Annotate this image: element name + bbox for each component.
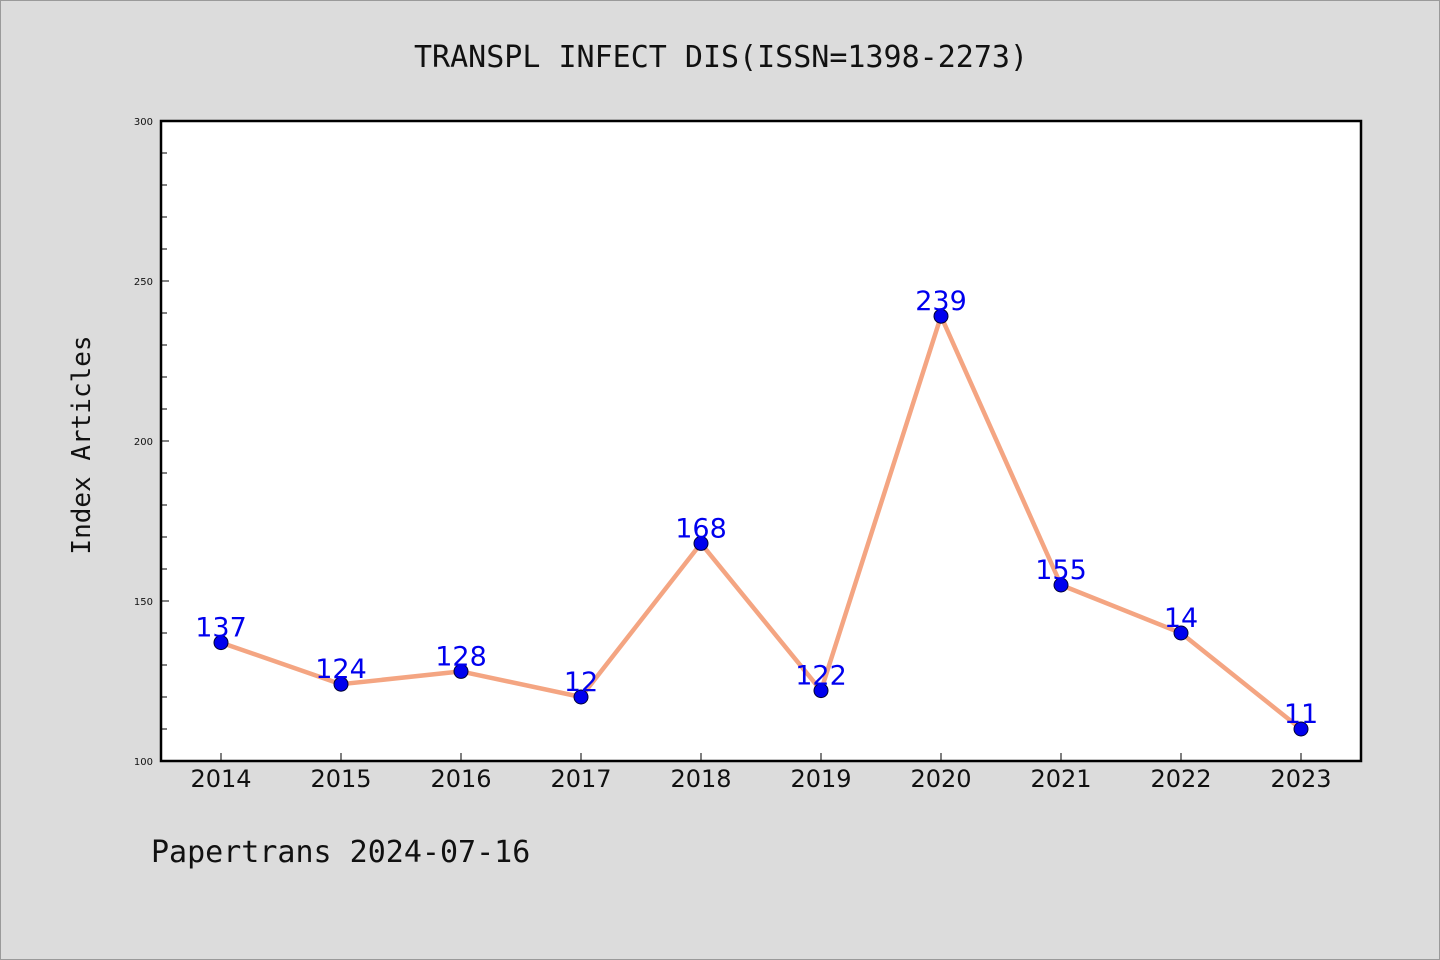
data-label: 239 <box>915 286 967 317</box>
y-axis-ticks: 100 150 200 250 300 <box>134 117 169 768</box>
x-tick-label: 2019 <box>790 765 851 793</box>
x-tick-label: 2016 <box>430 765 491 793</box>
data-point <box>1173 625 1189 641</box>
chart-title: TRANSPL INFECT DIS(ISSN=1398-2273) <box>414 40 1028 75</box>
data-point <box>1293 721 1309 737</box>
data-point <box>933 308 949 324</box>
y-axis-label: Index Articles <box>67 335 97 554</box>
data-labels: 137 124 128 12 168 122 239 155 14 11 <box>195 286 1318 730</box>
plot-area <box>159 119 1363 763</box>
data-point <box>453 663 469 679</box>
data-markers <box>213 308 1309 737</box>
data-point <box>213 635 229 651</box>
x-tick-label: 2020 <box>910 765 971 793</box>
footer-credit: Papertrans 2024-07-16 <box>151 835 531 870</box>
x-tick-label: 2018 <box>670 765 731 793</box>
data-label: 14 <box>1164 603 1198 634</box>
x-tick-label: 2021 <box>1030 765 1091 793</box>
data-point <box>333 676 349 692</box>
data-label: 168 <box>675 513 727 544</box>
x-axis-ticks: 2014 2015 2016 2017 2018 2019 2020 2021 2022 2023 <box>190 753 1332 793</box>
y-tick-label: 100 <box>134 757 153 768</box>
data-point <box>1053 577 1069 593</box>
data-label: 122 <box>795 661 847 692</box>
data-point <box>573 689 589 705</box>
y-tick-label: 150 <box>134 597 153 608</box>
data-label: 11 <box>1284 699 1318 730</box>
data-label: 128 <box>435 641 487 672</box>
x-tick-label: 2023 <box>1270 765 1331 793</box>
data-label: 124 <box>315 654 367 685</box>
series-line <box>218 313 1304 732</box>
x-tick-label: 2022 <box>1150 765 1211 793</box>
y-tick-label: 250 <box>134 277 153 288</box>
x-tick-label: 2015 <box>310 765 371 793</box>
y-tick-label: 300 <box>134 117 153 128</box>
y-tick-label: 200 <box>134 437 153 448</box>
x-tick-label: 2017 <box>550 765 611 793</box>
data-point <box>693 535 709 551</box>
data-label: 155 <box>1035 555 1087 586</box>
data-point <box>813 683 829 699</box>
x-tick-label: 2014 <box>190 765 251 793</box>
data-label: 137 <box>195 613 247 644</box>
data-label: 12 <box>564 667 598 698</box>
